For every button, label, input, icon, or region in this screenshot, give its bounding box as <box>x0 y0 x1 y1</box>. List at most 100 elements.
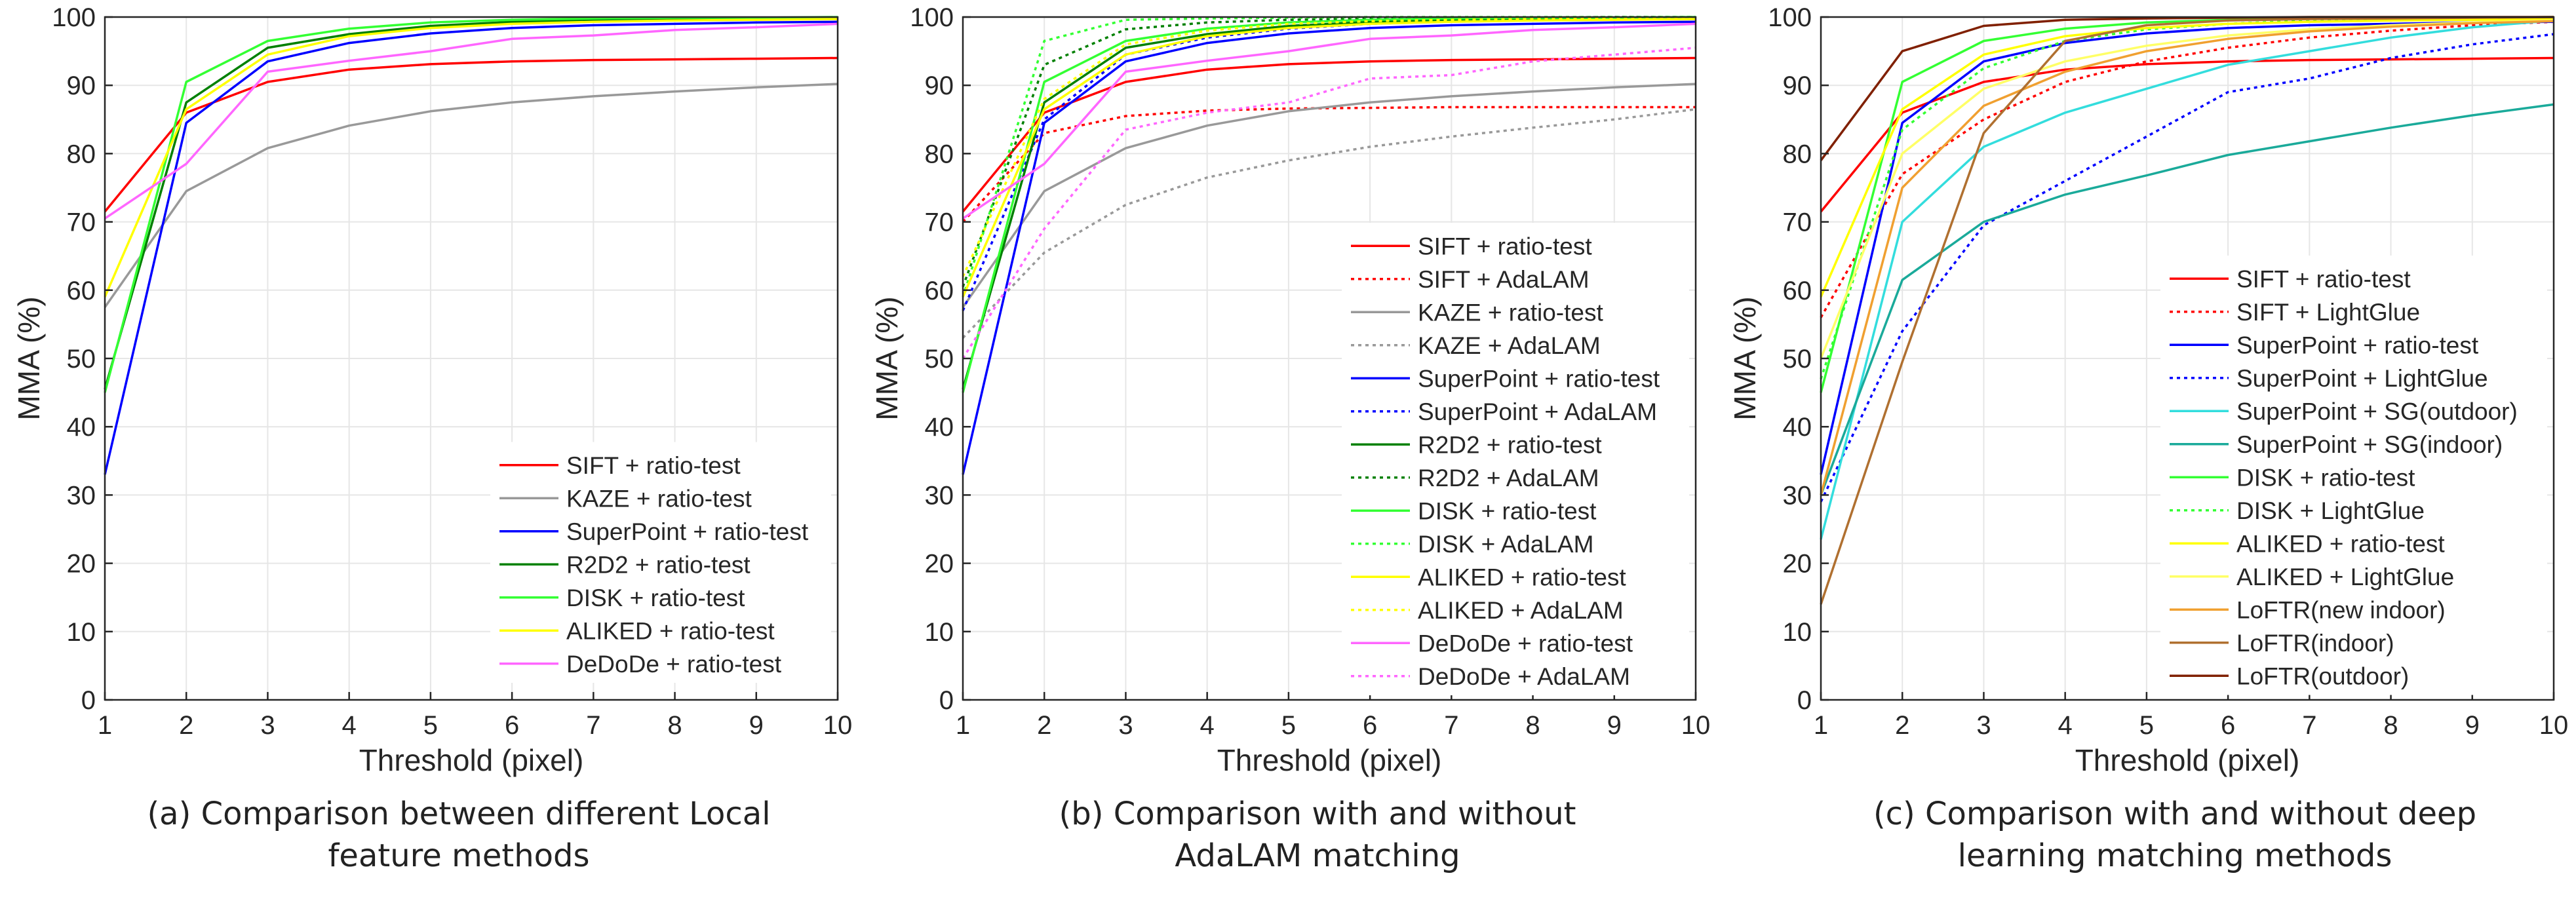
series-line-7 <box>104 22 838 220</box>
caption-b-line2: AdaLAM matching <box>1175 837 1460 874</box>
x-tick-label: 10 <box>2539 711 2569 740</box>
y-tick-label: 90 <box>1783 71 1812 100</box>
legend-entry-5: DISK + ratio-test <box>566 585 745 611</box>
y-tick-label: 30 <box>67 481 96 510</box>
y-tick-label: 100 <box>52 3 96 32</box>
series-line-2 <box>1820 20 2554 318</box>
series-line-5 <box>1820 19 2554 540</box>
y-tick-label: 10 <box>925 618 954 647</box>
legend-entry-7: DeDoDe + ratio-test <box>566 651 782 678</box>
x-tick-label: 7 <box>1444 711 1458 740</box>
series-line-11 <box>962 18 1696 298</box>
legend-entry-4: KAZE + AdaLAM <box>1418 332 1601 359</box>
series-line-2 <box>962 106 1696 223</box>
y-tick-label: 10 <box>67 618 96 647</box>
y-tick-label: 10 <box>1783 618 1812 647</box>
y-tick-label: 100 <box>1768 3 1812 32</box>
legend-entry-7: R2D2 + ratio-test <box>1418 431 1602 458</box>
x-tick-label: 10 <box>823 711 853 740</box>
x-tick-label: 4 <box>1200 711 1215 740</box>
x-tick-label: 8 <box>2383 711 2398 740</box>
legend-entry-11: LoFTR(new indoor) <box>2236 596 2446 623</box>
caption-b: (b) Comparison with and without AdaLAM m… <box>891 793 1744 877</box>
y-axis-label: MMA (%) <box>1728 296 1762 420</box>
series-line-4 <box>104 16 838 390</box>
x-tick-label: 3 <box>260 711 275 740</box>
y-tick-label: 80 <box>67 140 96 168</box>
x-tick-label: 2 <box>1895 711 1909 740</box>
legend-entry-7: DISK + ratio-test <box>2236 464 2415 491</box>
x-tick-label: 1 <box>1814 711 1828 740</box>
x-tick-label: 7 <box>2302 711 2316 740</box>
legend-box <box>1342 223 1689 695</box>
legend-entry-3: SuperPoint + ratio-test <box>566 518 809 545</box>
x-tick-label: 1 <box>956 711 970 740</box>
x-tick-label: 3 <box>1118 711 1133 740</box>
caption-a-line2: feature methods <box>328 837 590 874</box>
legend-entry-3: SuperPoint + ratio-test <box>2236 332 2479 358</box>
legend-entry-5: SuperPoint + ratio-test <box>1418 365 1660 392</box>
series-line-1 <box>104 56 838 213</box>
legend-entry-6: ALIKED + ratio-test <box>566 617 775 644</box>
series-line-4 <box>1820 33 2554 503</box>
caption-c-line1: (c) Comparison with and without deep <box>1873 796 2477 832</box>
caption-c: (c) Comparison with and without deep lea… <box>1749 793 2576 877</box>
y-axis-label: MMA (%) <box>12 296 46 420</box>
legend-entry-1: SIFT + ratio-test <box>2236 265 2411 292</box>
x-tick-label: 7 <box>586 711 600 740</box>
y-tick-label: 70 <box>925 208 954 237</box>
y-tick-label: 70 <box>67 208 96 237</box>
caption-b-line1: (b) Comparison with and without <box>1059 796 1576 832</box>
series-line-5 <box>104 16 838 393</box>
legend-entry-6: SuperPoint + SG(indoor) <box>2236 431 2503 458</box>
panel-c-chart: 1 2 3 4 5 6 7 8 9 100102030405060708090100Thresho… <box>1728 3 2568 777</box>
x-axis-label: Threshold (pixel) <box>1217 743 1442 777</box>
series-line-6 <box>104 18 838 298</box>
x-tick-label: 4 <box>2058 711 2073 740</box>
x-tick-label: 6 <box>2221 711 2235 740</box>
legend-entry-5: SuperPoint + SG(outdoor) <box>2236 398 2518 425</box>
y-tick-label: 80 <box>1783 140 1812 168</box>
legend-entry-12: LoFTR(indoor) <box>2236 630 2394 657</box>
y-tick-label: 50 <box>1783 345 1812 374</box>
y-tick-label: 90 <box>925 71 954 100</box>
x-tick-label: 9 <box>1607 711 1622 740</box>
legend-entry-3: KAZE + ratio-test <box>1418 299 1603 326</box>
y-tick-label: 70 <box>1783 208 1812 237</box>
y-tick-label: 40 <box>1783 413 1812 442</box>
legend-box <box>490 442 831 683</box>
x-tick-label: 3 <box>1976 711 1991 740</box>
y-tick-label: 60 <box>1783 277 1812 305</box>
x-tick-label: 1 <box>98 711 112 740</box>
y-tick-label: 0 <box>1797 686 1812 715</box>
x-axis-label: Threshold (pixel) <box>2075 743 2300 777</box>
x-tick-label: 6 <box>1363 711 1377 740</box>
x-tick-label: 5 <box>1281 711 1296 740</box>
legend-entry-12: ALIKED + AdaLAM <box>1418 597 1624 624</box>
x-tick-label: 10 <box>1681 711 1711 740</box>
y-tick-label: 30 <box>925 481 954 510</box>
x-tick-label: 5 <box>423 711 438 740</box>
legend-entry-10: ALIKED + LightGlue <box>2236 564 2454 590</box>
legend-entry-9: ALIKED + ratio-test <box>2236 530 2445 557</box>
legend-entry-9: DISK + ratio-test <box>1418 497 1597 524</box>
y-axis-label: MMA (%) <box>870 296 904 420</box>
y-tick-label: 100 <box>910 3 954 32</box>
x-tick-label: 8 <box>667 711 682 740</box>
x-tick-label: 2 <box>179 711 193 740</box>
x-tick-label: 8 <box>1525 711 1540 740</box>
y-tick-label: 50 <box>925 345 954 374</box>
y-tick-label: 90 <box>67 71 96 100</box>
legend-entry-4: R2D2 + ratio-test <box>566 551 751 578</box>
y-tick-label: 30 <box>1783 481 1812 510</box>
caption-a-line1: (a) Comparison between different Local <box>147 796 771 832</box>
legend-box <box>2160 256 2547 695</box>
y-tick-label: 80 <box>925 140 954 168</box>
series-line-3 <box>962 83 1696 308</box>
legend-entry-1: SIFT + ratio-test <box>1418 233 1592 259</box>
series-line-5 <box>962 20 1696 475</box>
y-tick-label: 20 <box>925 550 954 579</box>
legend-entry-2: SIFT + AdaLAM <box>1418 266 1590 293</box>
x-tick-label: 2 <box>1037 711 1051 740</box>
